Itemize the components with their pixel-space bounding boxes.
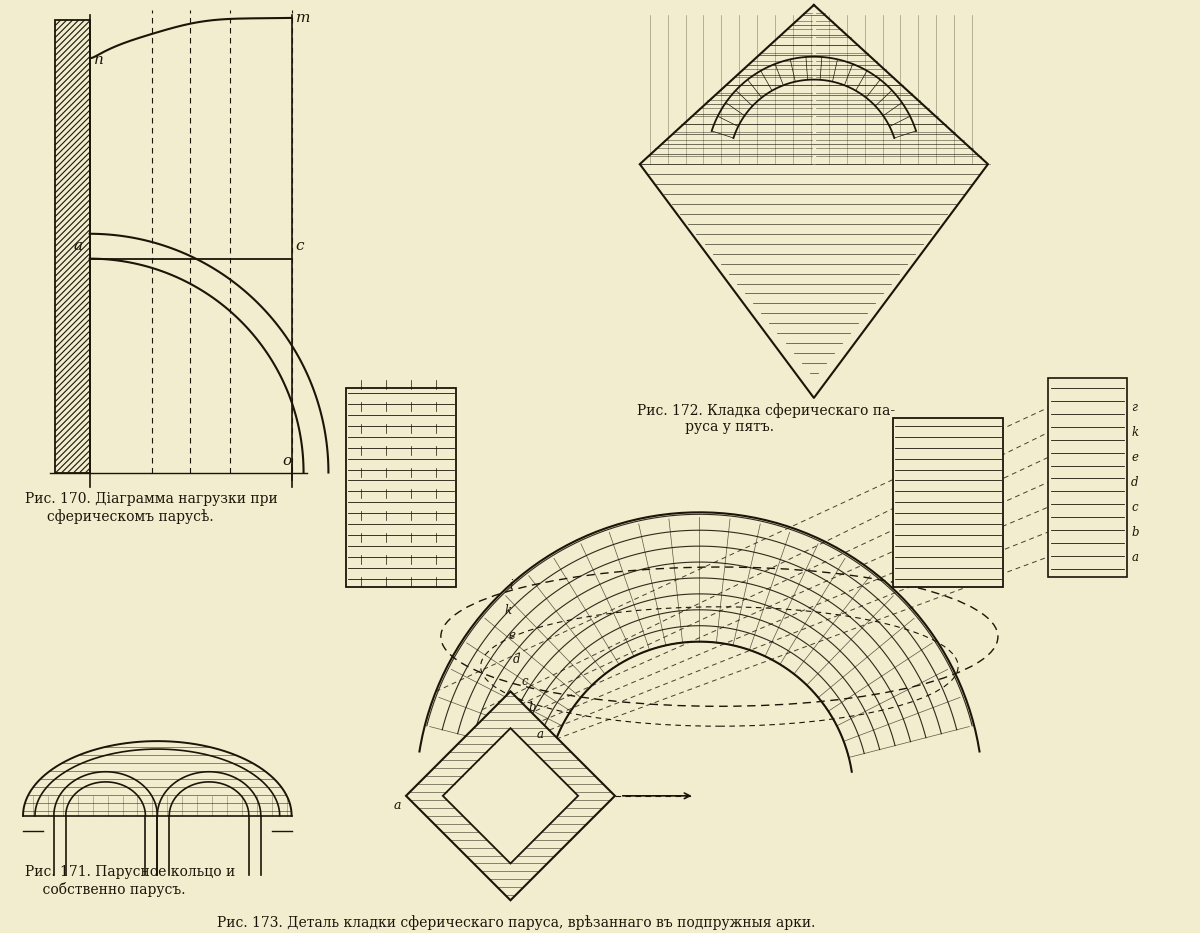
Text: г: г — [1132, 401, 1138, 414]
Text: b: b — [528, 701, 535, 714]
Text: k: k — [505, 605, 512, 618]
Text: n: n — [94, 52, 103, 66]
Text: e: e — [1132, 451, 1139, 464]
Text: m: m — [295, 11, 310, 25]
Bar — [55, 20, 90, 472]
Polygon shape — [443, 728, 578, 863]
Bar — [1048, 378, 1127, 577]
Bar — [347, 388, 456, 587]
Text: Рис. 171. Парусное кольцо и
    собственно парусъ.: Рис. 171. Парусное кольцо и собственно п… — [25, 866, 235, 897]
Text: a: a — [73, 239, 83, 253]
Text: d: d — [1132, 476, 1139, 489]
Text: e: e — [508, 629, 515, 642]
Bar — [894, 418, 1003, 587]
Bar — [55, 20, 90, 472]
Text: c: c — [1132, 501, 1138, 514]
Text: c: c — [295, 239, 304, 253]
Text: a: a — [1132, 550, 1139, 564]
Text: Рис. 170. Діаграмма нагрузки при
     сферическомъ парусѣ.: Рис. 170. Діаграмма нагрузки при сфериче… — [25, 493, 277, 523]
Text: k: k — [1132, 426, 1139, 439]
Text: Рис. 172. Кладка сферическаго па-
           руса у пятъ.: Рис. 172. Кладка сферическаго па- руса у… — [637, 403, 895, 434]
Text: d: d — [514, 653, 521, 666]
Text: Рис. 173. Деталь кладки сферическаго паруса, врѣзаннаго въ подпружныя арки.: Рис. 173. Деталь кладки сферическаго пар… — [217, 915, 815, 930]
Text: a: a — [538, 728, 544, 741]
Text: b: b — [1132, 525, 1139, 538]
Text: o: o — [282, 453, 292, 467]
Polygon shape — [406, 691, 614, 900]
Text: c: c — [522, 675, 529, 689]
Text: i: i — [510, 578, 514, 592]
Text: a: a — [394, 800, 401, 813]
